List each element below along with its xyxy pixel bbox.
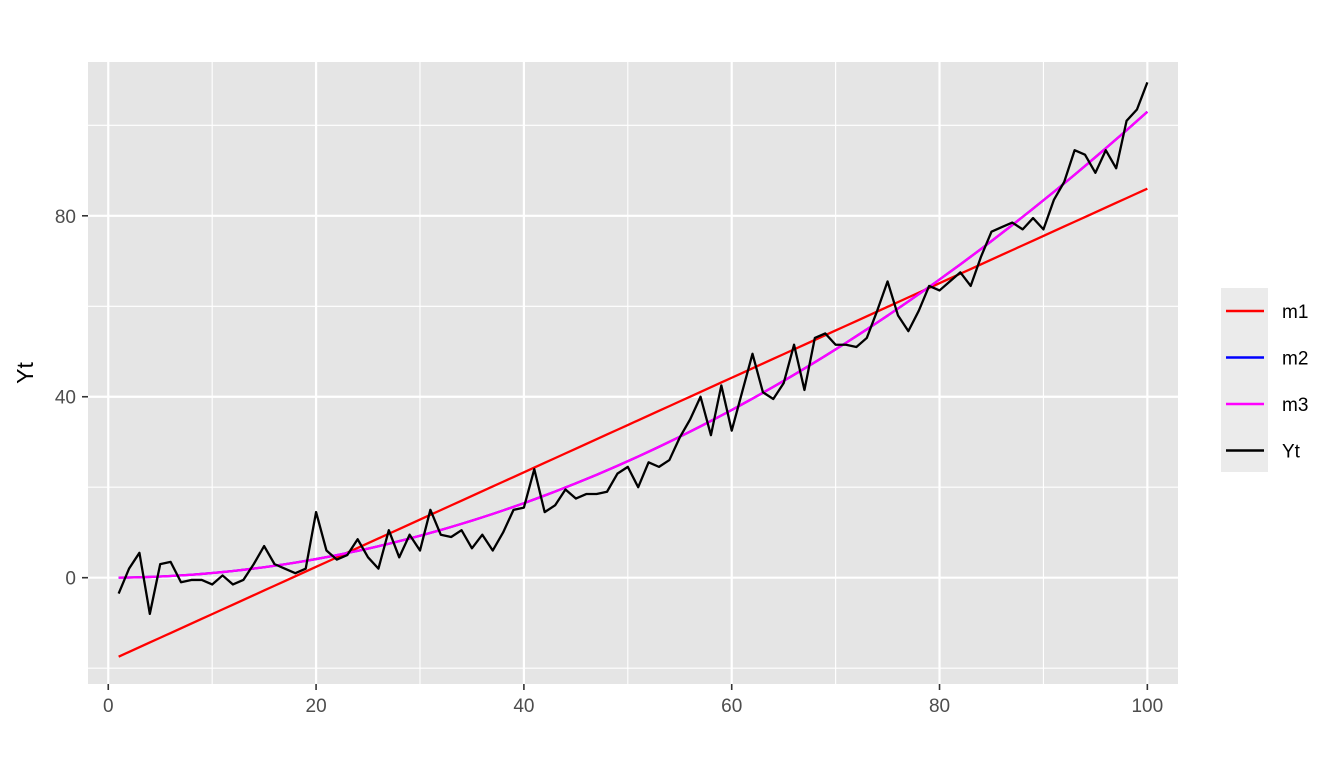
y-tick-label: 0 bbox=[65, 569, 76, 590]
x-tick-label: 40 bbox=[513, 696, 534, 717]
x-tick-label: 0 bbox=[103, 696, 114, 717]
y-tick-label: 40 bbox=[55, 388, 76, 409]
x-tick-label: 100 bbox=[1131, 696, 1163, 717]
legend-label-m1: m1 bbox=[1282, 302, 1308, 323]
legend-label-m3: m3 bbox=[1282, 395, 1308, 416]
y-axis: 0 40 80 bbox=[55, 207, 88, 590]
legend-key-background bbox=[1221, 288, 1268, 472]
legend-label-m2: m2 bbox=[1282, 349, 1308, 370]
legend: m1 m2 m3 Yt bbox=[1221, 288, 1308, 472]
legend-label-Yt: Yt bbox=[1282, 442, 1301, 463]
y-tick-label: 80 bbox=[55, 207, 76, 228]
x-tick-label: 20 bbox=[306, 696, 327, 717]
x-tick-label: 60 bbox=[721, 696, 742, 717]
x-axis: 0 20 40 60 80 100 bbox=[103, 684, 1163, 717]
x-tick-label: 80 bbox=[929, 696, 950, 717]
plot-panel bbox=[88, 62, 1178, 684]
y-axis-title: Yt bbox=[12, 362, 38, 384]
